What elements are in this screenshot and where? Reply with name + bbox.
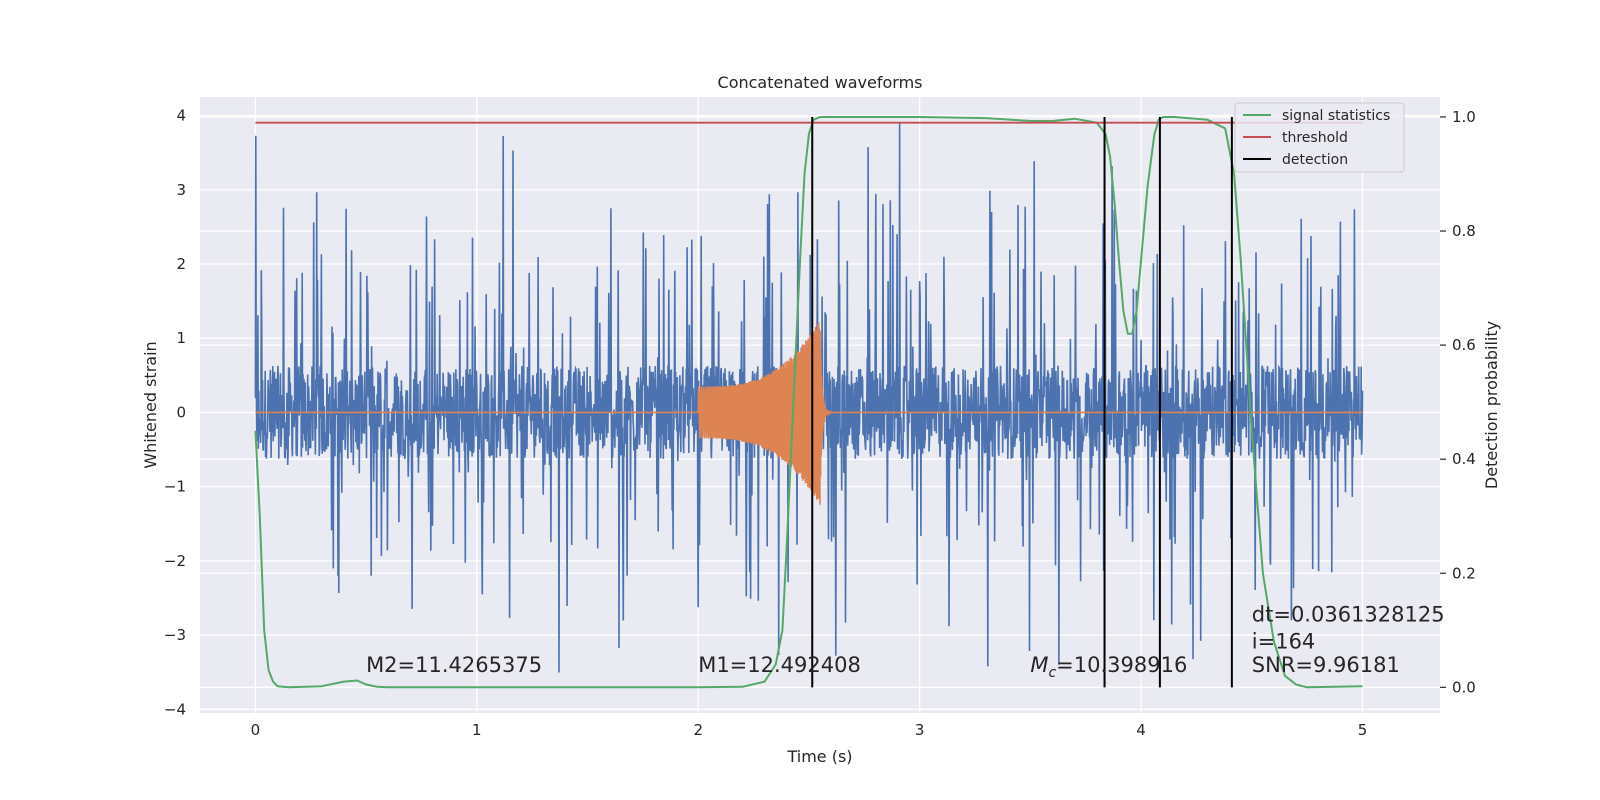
y-tick-label: 4 — [176, 107, 186, 125]
annotation-subscript: c — [1048, 665, 1056, 681]
annotation-4: i=164 — [1252, 629, 1316, 653]
legend-box — [1234, 102, 1405, 173]
legend-label: threshold — [1282, 130, 1348, 146]
signal-statistics-line — [254, 116, 1363, 689]
legend: signal statistics threshold detection — [1234, 102, 1405, 173]
annotation-symbol: M — [1030, 653, 1048, 677]
y-axis-label: Whitened strain — [141, 341, 160, 468]
chart-title: Concatenated waveforms — [718, 73, 923, 92]
y2-tick-label: 0.4 — [1452, 450, 1476, 468]
y-tick-label: −1 — [164, 478, 186, 496]
x-tick-label: 1 — [472, 721, 482, 739]
y2-tick-label: 1.0 — [1452, 108, 1476, 126]
y-tick-label: 1 — [176, 329, 186, 347]
annotation-1: M1=12.492408 — [698, 653, 861, 677]
annotation-5: SNR=9.96181 — [1252, 653, 1400, 677]
x-tick-label: 2 — [693, 721, 703, 739]
annotations: M2=11.4265375 M1=12.492408 Mc=10.398916 dt=… — [366, 603, 1445, 681]
y-tick-label: −3 — [164, 626, 186, 644]
x-axis-label: Time (s) — [786, 747, 852, 766]
x-tick-label: 4 — [1136, 721, 1146, 739]
y-tick-label: −4 — [164, 700, 186, 718]
annotation-3: dt=0.0361328125 — [1252, 603, 1445, 627]
x-tick-label: 5 — [1358, 721, 1368, 739]
y2-tick-label: 0.8 — [1452, 222, 1476, 240]
annotation-value: =10.398916 — [1056, 653, 1187, 677]
injected-waveform-line — [255, 322, 1363, 505]
y-tick-label: 0 — [176, 403, 186, 421]
annotation-0: M2=11.4265375 — [366, 653, 542, 677]
legend-label: signal statistics — [1282, 108, 1390, 124]
annotation-2: Mc=10.398916 — [1030, 653, 1187, 681]
y2-tick-label: 0.0 — [1452, 678, 1476, 696]
x-tick-label: 0 — [251, 721, 261, 739]
legend-label: detection — [1282, 152, 1348, 168]
y-tick-label: 2 — [176, 255, 186, 273]
y2-axis-label: Detection probability — [1482, 321, 1501, 489]
series-layer — [254, 116, 1364, 689]
y2-tick-label: 0.2 — [1452, 564, 1476, 582]
x-tick-label: 3 — [915, 721, 925, 739]
ticks: 0 1 2 3 4 5 −4 −3 −2 −1 0 1 2 3 4 0.0 0.2 0.4 0.6 0.8 1.0 — [164, 107, 1476, 739]
y-tick-label: 3 — [176, 181, 186, 199]
y-tick-label: −2 — [164, 552, 186, 570]
y2-tick-label: 0.6 — [1452, 336, 1476, 354]
